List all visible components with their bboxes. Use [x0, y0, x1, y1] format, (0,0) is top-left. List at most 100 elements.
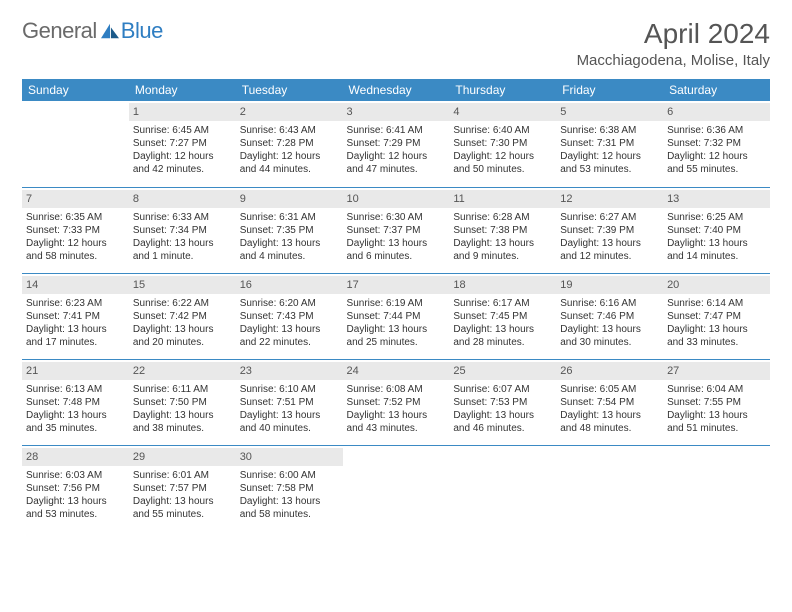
day-number: 19: [556, 276, 663, 294]
calendar-cell: 25Sunrise: 6:07 AMSunset: 7:53 PMDayligh…: [449, 359, 556, 445]
calendar-cell: 10Sunrise: 6:30 AMSunset: 7:37 PMDayligh…: [343, 187, 450, 273]
day-number: 7: [22, 190, 129, 208]
daylight-line: Daylight: 13 hours and 28 minutes.: [453, 323, 552, 349]
calendar-cell: 29Sunrise: 6:01 AMSunset: 7:57 PMDayligh…: [129, 445, 236, 531]
sunrise-line: Sunrise: 6:01 AM: [133, 469, 232, 482]
calendar-cell: 3Sunrise: 6:41 AMSunset: 7:29 PMDaylight…: [343, 101, 450, 187]
calendar-cell: 8Sunrise: 6:33 AMSunset: 7:34 PMDaylight…: [129, 187, 236, 273]
sunset-line: Sunset: 7:30 PM: [453, 137, 552, 150]
sunset-line: Sunset: 7:40 PM: [667, 224, 766, 237]
daylight-line: Daylight: 13 hours and 4 minutes.: [240, 237, 339, 263]
day-number: 24: [343, 362, 450, 380]
brand-part1: General: [22, 18, 97, 44]
daylight-line: Daylight: 13 hours and 9 minutes.: [453, 237, 552, 263]
calendar-cell: 22Sunrise: 6:11 AMSunset: 7:50 PMDayligh…: [129, 359, 236, 445]
sunset-line: Sunset: 7:55 PM: [667, 396, 766, 409]
sunset-line: Sunset: 7:57 PM: [133, 482, 232, 495]
sunrise-line: Sunrise: 6:14 AM: [667, 297, 766, 310]
calendar-body: 1Sunrise: 6:45 AMSunset: 7:27 PMDaylight…: [22, 101, 770, 531]
day-number: 15: [129, 276, 236, 294]
daylight-line: Daylight: 12 hours and 50 minutes.: [453, 150, 552, 176]
sunrise-line: Sunrise: 6:19 AM: [347, 297, 446, 310]
day-number: 22: [129, 362, 236, 380]
sunset-line: Sunset: 7:31 PM: [560, 137, 659, 150]
calendar-cell: 24Sunrise: 6:08 AMSunset: 7:52 PMDayligh…: [343, 359, 450, 445]
daylight-line: Daylight: 12 hours and 47 minutes.: [347, 150, 446, 176]
day-number: 20: [663, 276, 770, 294]
day-number: 4: [449, 103, 556, 121]
daylight-line: Daylight: 13 hours and 58 minutes.: [240, 495, 339, 521]
day-number: 8: [129, 190, 236, 208]
sunrise-line: Sunrise: 6:16 AM: [560, 297, 659, 310]
sunset-line: Sunset: 7:39 PM: [560, 224, 659, 237]
sunrise-line: Sunrise: 6:38 AM: [560, 124, 659, 137]
calendar-cell: 30Sunrise: 6:00 AMSunset: 7:58 PMDayligh…: [236, 445, 343, 531]
sunrise-line: Sunrise: 6:22 AM: [133, 297, 232, 310]
daylight-line: Daylight: 13 hours and 35 minutes.: [26, 409, 125, 435]
sunrise-line: Sunrise: 6:40 AM: [453, 124, 552, 137]
day-number: 6: [663, 103, 770, 121]
calendar-cell: [22, 101, 129, 187]
day-number: 14: [22, 276, 129, 294]
day-number: 28: [22, 448, 129, 466]
calendar-head: SundayMondayTuesdayWednesdayThursdayFrid…: [22, 79, 770, 101]
sunrise-line: Sunrise: 6:28 AM: [453, 211, 552, 224]
sunset-line: Sunset: 7:32 PM: [667, 137, 766, 150]
sunrise-line: Sunrise: 6:03 AM: [26, 469, 125, 482]
calendar-page: General Blue April 2024 Macchiagodena, M…: [0, 0, 792, 531]
calendar-cell: 18Sunrise: 6:17 AMSunset: 7:45 PMDayligh…: [449, 273, 556, 359]
calendar-cell: [556, 445, 663, 531]
daylight-line: Daylight: 13 hours and 40 minutes.: [240, 409, 339, 435]
weekday-header: Sunday: [22, 79, 129, 101]
calendar-week-row: 1Sunrise: 6:45 AMSunset: 7:27 PMDaylight…: [22, 101, 770, 187]
calendar-cell: 26Sunrise: 6:05 AMSunset: 7:54 PMDayligh…: [556, 359, 663, 445]
sunrise-line: Sunrise: 6:25 AM: [667, 211, 766, 224]
sunset-line: Sunset: 7:46 PM: [560, 310, 659, 323]
sunset-line: Sunset: 7:43 PM: [240, 310, 339, 323]
day-number: 30: [236, 448, 343, 466]
sunrise-line: Sunrise: 6:41 AM: [347, 124, 446, 137]
day-number: 26: [556, 362, 663, 380]
daylight-line: Daylight: 13 hours and 6 minutes.: [347, 237, 446, 263]
calendar-cell: 27Sunrise: 6:04 AMSunset: 7:55 PMDayligh…: [663, 359, 770, 445]
calendar-cell: 4 Sunrise: 6:40 AMSunset: 7:30 PMDaylight…: [449, 101, 556, 187]
day-number: 18: [449, 276, 556, 294]
calendar-cell: 20Sunrise: 6:14 AMSunset: 7:47 PMDayligh…: [663, 273, 770, 359]
sunset-line: Sunset: 7:54 PM: [560, 396, 659, 409]
calendar-cell: [449, 445, 556, 531]
title-block: April 2024 Macchiagodena, Molise, Italy: [577, 18, 770, 69]
sunset-line: Sunset: 7:27 PM: [133, 137, 232, 150]
brand-part2: Blue: [121, 18, 163, 44]
daylight-line: Daylight: 12 hours and 55 minutes.: [667, 150, 766, 176]
sunrise-line: Sunrise: 6:08 AM: [347, 383, 446, 396]
location-label: Macchiagodena, Molise, Italy: [577, 52, 770, 69]
sunrise-line: Sunrise: 6:23 AM: [26, 297, 125, 310]
calendar-cell: 21Sunrise: 6:13 AMSunset: 7:48 PMDayligh…: [22, 359, 129, 445]
sunrise-line: Sunrise: 6:13 AM: [26, 383, 125, 396]
calendar-cell: 6Sunrise: 6:36 AMSunset: 7:32 PMDaylight…: [663, 101, 770, 187]
daylight-line: Daylight: 12 hours and 44 minutes.: [240, 150, 339, 176]
daylight-line: Daylight: 13 hours and 1 minute.: [133, 237, 232, 263]
daylight-line: Daylight: 12 hours and 53 minutes.: [560, 150, 659, 176]
sunrise-line: Sunrise: 6:45 AM: [133, 124, 232, 137]
sunrise-line: Sunrise: 6:05 AM: [560, 383, 659, 396]
sunset-line: Sunset: 7:34 PM: [133, 224, 232, 237]
sunrise-line: Sunrise: 6:30 AM: [347, 211, 446, 224]
sunset-line: Sunset: 7:52 PM: [347, 396, 446, 409]
calendar-cell: 9Sunrise: 6:31 AMSunset: 7:35 PMDaylight…: [236, 187, 343, 273]
daylight-line: Daylight: 13 hours and 12 minutes.: [560, 237, 659, 263]
calendar-cell: [343, 445, 450, 531]
sunset-line: Sunset: 7:41 PM: [26, 310, 125, 323]
weekday-header: Wednesday: [343, 79, 450, 101]
sunrise-line: Sunrise: 6:00 AM: [240, 469, 339, 482]
day-number: 27: [663, 362, 770, 380]
sunrise-line: Sunrise: 6:31 AM: [240, 211, 339, 224]
daylight-line: Daylight: 13 hours and 20 minutes.: [133, 323, 232, 349]
day-number: 29: [129, 448, 236, 466]
sunset-line: Sunset: 7:47 PM: [667, 310, 766, 323]
calendar-week-row: 28Sunrise: 6:03 AMSunset: 7:56 PMDayligh…: [22, 445, 770, 531]
day-number: 23: [236, 362, 343, 380]
daylight-line: Daylight: 13 hours and 30 minutes.: [560, 323, 659, 349]
sunset-line: Sunset: 7:51 PM: [240, 396, 339, 409]
daylight-line: Daylight: 13 hours and 46 minutes.: [453, 409, 552, 435]
